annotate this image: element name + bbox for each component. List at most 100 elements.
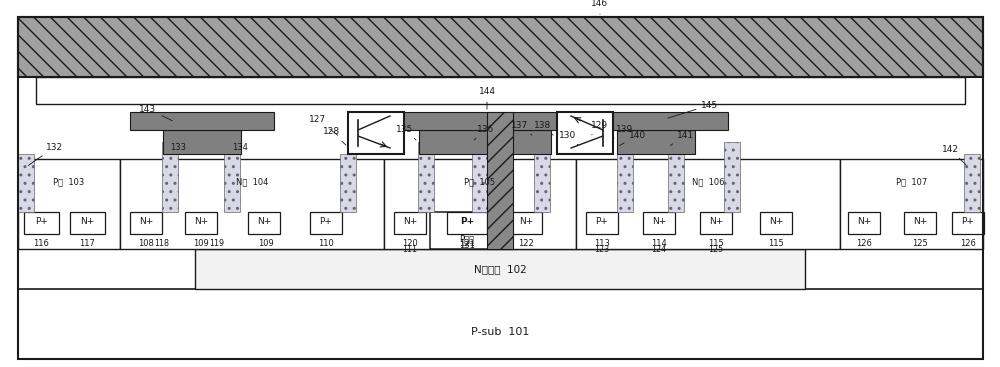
Bar [18, 159, 120, 249]
Text: 110: 110 [318, 240, 334, 248]
Text: 127: 127 [309, 116, 338, 135]
Text: 123: 123 [594, 246, 610, 254]
Bar [36, 77, 965, 104]
Text: 125: 125 [708, 246, 724, 254]
Bar [185, 212, 217, 234]
Text: 109: 109 [258, 240, 274, 248]
Text: 141: 141 [670, 131, 695, 145]
Bar [70, 212, 105, 234]
Bar [760, 212, 792, 234]
Bar [120, 159, 384, 249]
Text: N+: N+ [769, 217, 783, 226]
Bar [964, 154, 980, 212]
Text: P-sub  101: P-sub 101 [471, 327, 529, 337]
Text: 138: 138 [534, 120, 553, 135]
Text: N+: N+ [857, 217, 871, 226]
Text: N+: N+ [913, 217, 927, 226]
Bar [130, 212, 162, 234]
Bar [419, 130, 551, 154]
Bar [487, 112, 513, 249]
Bar [724, 142, 740, 212]
Bar [584, 112, 728, 130]
Text: 131: 131 [459, 240, 475, 250]
Text: 120: 120 [402, 240, 418, 248]
Text: N阱  104: N阱 104 [236, 178, 268, 186]
Text: N型埋层  102: N型埋层 102 [474, 264, 526, 274]
Text: 139: 139 [613, 124, 634, 139]
Text: 146: 146 [591, 0, 609, 14]
Bar [130, 112, 274, 130]
Bar [430, 212, 505, 249]
Text: P阱  103: P阱 103 [53, 178, 85, 186]
Bar [447, 212, 487, 234]
Text: N+: N+ [80, 217, 95, 226]
Bar [510, 212, 542, 234]
Text: P掺杂: P掺杂 [459, 235, 475, 243]
Bar [248, 212, 280, 234]
Bar [840, 159, 983, 249]
Text: P+: P+ [962, 217, 974, 226]
Text: P+: P+ [596, 217, 608, 226]
Text: N阱  106: N阱 106 [692, 178, 724, 186]
Text: 144: 144 [479, 87, 496, 109]
Text: N+: N+ [709, 217, 723, 226]
Text: N+: N+ [519, 217, 533, 226]
Bar [904, 212, 936, 234]
Text: 136: 136 [474, 124, 495, 140]
Text: P+: P+ [320, 217, 332, 226]
Bar [18, 17, 983, 77]
Bar [18, 289, 983, 359]
Text: 134: 134 [232, 142, 248, 152]
Bar [700, 212, 732, 234]
Text: 122: 122 [518, 240, 534, 248]
Bar [472, 142, 488, 212]
Bar [394, 212, 426, 234]
Text: N+: N+ [652, 217, 666, 226]
Text: 121: 121 [459, 240, 475, 248]
Text: N+: N+ [194, 217, 208, 226]
Bar [534, 142, 550, 212]
Text: 126: 126 [960, 240, 976, 248]
Text: 140: 140 [619, 131, 647, 146]
Text: 109: 109 [193, 240, 209, 248]
Bar [848, 212, 880, 234]
Bar [224, 142, 240, 212]
Bar [195, 249, 805, 289]
Bar [310, 212, 342, 234]
Text: N+: N+ [139, 217, 153, 226]
Bar [952, 212, 984, 234]
Bar [384, 159, 576, 249]
Bar [18, 17, 983, 77]
Bar [617, 130, 695, 154]
Bar [617, 154, 633, 212]
Bar [24, 212, 59, 234]
Text: 132: 132 [28, 142, 64, 166]
Text: 145: 145 [668, 101, 719, 118]
Text: 129: 129 [591, 120, 609, 135]
Text: 124: 124 [651, 246, 667, 254]
Text: P阱  107: P阱 107 [896, 178, 928, 186]
Bar [576, 159, 840, 249]
Text: 143: 143 [139, 105, 172, 121]
Bar [162, 142, 178, 212]
Bar [586, 212, 618, 234]
Text: 114: 114 [651, 240, 667, 248]
Text: 118: 118 [154, 240, 170, 248]
Text: 117: 117 [79, 240, 95, 248]
Bar [643, 212, 675, 234]
Text: 128: 128 [323, 127, 346, 145]
Text: P+: P+ [460, 217, 474, 226]
Text: 125: 125 [912, 240, 928, 248]
Text: N+: N+ [257, 217, 271, 226]
Bar [348, 112, 404, 154]
Bar [371, 112, 599, 130]
Text: 130: 130 [559, 131, 578, 145]
Text: 115: 115 [708, 240, 724, 248]
Text: 126: 126 [856, 240, 872, 248]
Text: 116: 116 [33, 240, 49, 248]
Text: 113: 113 [594, 240, 610, 248]
Text: 111: 111 [402, 246, 418, 254]
Text: P+: P+ [35, 217, 48, 226]
Text: 108: 108 [138, 240, 154, 248]
Bar [418, 142, 434, 212]
